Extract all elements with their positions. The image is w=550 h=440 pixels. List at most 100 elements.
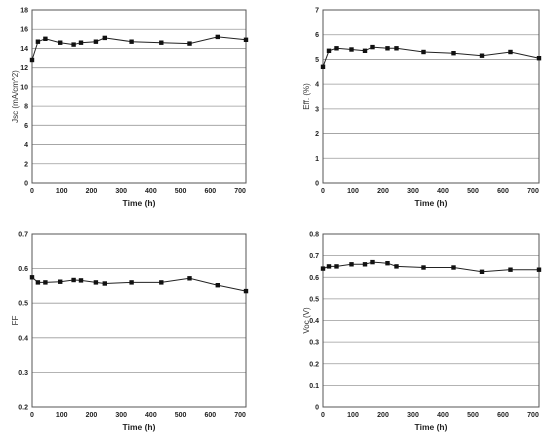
chart-eff-y-tick-label: 4 (315, 82, 319, 89)
chart-voc-data-point (370, 259, 375, 265)
chart-jsc-x-tick-label: 600 (204, 188, 216, 195)
chart-ff-data-point (43, 280, 48, 285)
chart-voc-data-point (326, 264, 332, 269)
chart-ff-x-axis-title: Time (h) (123, 422, 156, 432)
chart-eff-data-point (349, 47, 354, 52)
chart-ff-y-axis-title: FF (11, 316, 20, 326)
chart-eff-data-point (479, 53, 485, 58)
chart-voc-x-tick-label: 100 (347, 412, 359, 419)
chart-ff-data-point (71, 277, 76, 283)
chart-jsc-y-tick-label: 8 (24, 104, 28, 111)
chart-jsc-y-tick-label: 10 (20, 84, 28, 91)
chart-voc-data-point (508, 267, 513, 272)
chart-ff-data-point (187, 276, 192, 281)
chart-ff-y-tick-label: 0.4 (18, 335, 28, 342)
chart-voc-data-point (394, 264, 399, 269)
chart-jsc-x-axis-title: Time (h) (123, 198, 156, 208)
chart-jsc-data-point (29, 57, 35, 63)
chart-voc-data-point (320, 266, 326, 271)
chart-ff-data-point (29, 275, 35, 280)
chart-jsc-y-tick-label: 6 (24, 123, 28, 130)
chart-ff-data-point (215, 283, 220, 288)
chart-eff-x-tick-label: 700 (527, 188, 539, 195)
chart-eff-data-point (394, 46, 399, 51)
chart-jsc-x-tick-label: 100 (56, 188, 68, 195)
chart-jsc-y-tick-label: 4 (24, 142, 28, 149)
chart-voc-y-tick-label: 0.7 (309, 253, 319, 260)
chart-ff-x-tick-label: 500 (175, 412, 187, 419)
chart-jsc-data-point (187, 41, 192, 46)
chart-voc-x-tick-label: 700 (527, 412, 539, 419)
chart-eff-x-tick-label: 500 (467, 188, 479, 195)
chart-jsc-x-tick-label: 300 (115, 188, 127, 195)
chart-eff-data-point (334, 46, 339, 51)
chart-eff-data-point (370, 44, 375, 50)
chart-voc-x-tick-label: 400 (437, 412, 449, 419)
chart-ff-y-tick-label: 0.5 (18, 301, 28, 308)
chart-voc-x-tick-label: 300 (407, 412, 419, 419)
chart-ff-data-point (58, 279, 63, 284)
chart-eff-data-point (362, 48, 368, 53)
chart-jsc-x-tick-label: 700 (234, 188, 246, 195)
chart-jsc-y-tick-label: 2 (24, 161, 28, 168)
chart-jsc-x-tick-label: 200 (86, 188, 98, 195)
chart-eff-y-tick-label: 5 (315, 57, 319, 64)
chart-eff-y-tick-label: 0 (315, 181, 319, 188)
chart-eff-data-point (536, 56, 542, 61)
chart-ff-x-tick-label: 100 (56, 412, 68, 419)
chart-voc-y-tick-label: 0.2 (309, 361, 319, 368)
chart-voc-x-tick-label: 0 (321, 412, 325, 419)
chart-jsc-y-axis-title: Jsc (mA/cm^2) (11, 70, 20, 123)
chart-voc-y-tick-label: 0.1 (309, 383, 319, 390)
chart-voc-plot-frame (322, 233, 540, 408)
chart-voc-x-tick-label: 200 (377, 412, 389, 419)
chart-jsc-y-tick-label: 18 (20, 8, 28, 15)
chart-ff-x-tick-label: 200 (86, 412, 98, 419)
chart-eff-series-line (322, 46, 540, 67)
chart-eff-data-point (385, 46, 390, 51)
chart-voc-x-tick-label: 600 (497, 412, 509, 419)
chart-voc-data-point (362, 262, 368, 267)
chart-eff-y-tick-label: 6 (315, 32, 319, 39)
chart-voc-y-tick-label: 0.4 (309, 318, 319, 325)
chart-jsc-data-point (215, 34, 220, 40)
chart-ff-data-point (243, 288, 249, 294)
chart-ff-y-tick-label: 0.6 (18, 266, 28, 273)
chart-ff-series-line (31, 276, 247, 292)
chart-jsc-y-tick-label: 12 (20, 65, 28, 72)
chart-voc-data-point (479, 269, 485, 274)
chart-eff-y-axis-title: Eff. (%) (302, 83, 311, 110)
chart-jsc-x-tick-label: 500 (175, 188, 187, 195)
chart-ff-data-point (93, 280, 99, 285)
chart-voc-y-axis-title: Voc (V) (302, 307, 311, 334)
chart-ff: 0.2 0.3 0.4 0.5 0.6 0.7 0 100 200 300 400 500 600 700… (11, 232, 249, 432)
chart-jsc: 0 2 4 6 8 10 12 14 16 18 0 100 200 300 400 500 600 700 Tim… (11, 8, 249, 208)
chart-jsc-data-point (71, 42, 76, 47)
chart-ff-plot-frame (31, 233, 247, 408)
chart-eff-x-tick-label: 400 (437, 188, 449, 195)
chart-voc-data-point (334, 264, 339, 269)
chart-jsc-data-point (93, 39, 99, 44)
chart-eff-x-tick-label: 0 (321, 188, 325, 195)
chart-voc: 0 0.1 0.2 0.3 0.4 0.5 0.6 0.7 0.8 0 100 200 300 400 50… (302, 232, 542, 432)
chart-jsc-x-tick-label: 400 (145, 188, 157, 195)
chart-ff-x-tick-label: 300 (115, 412, 127, 419)
chart-eff-data-point (320, 64, 326, 69)
chart-eff-x-tick-label: 600 (497, 188, 509, 195)
chart-voc-data-point (385, 261, 390, 266)
chart-eff-y-tick-label: 2 (315, 131, 319, 138)
chart-eff-y-tick-label: 1 (315, 156, 319, 163)
chart-jsc-y-tick-label: 16 (20, 27, 28, 34)
chart-eff: 0 1 2 3 4 5 6 7 0 100 200 300 400 500 600 700 Time (h) Ef… (302, 8, 542, 208)
chart-voc-data-point (421, 265, 426, 270)
chart-jsc-data-point (58, 40, 63, 45)
chart-voc-y-tick-label: 0.6 (309, 275, 319, 282)
chart-ff-x-tick-label: 0 (30, 412, 34, 419)
chart-jsc-data-point (102, 35, 107, 41)
chart-ff-data-point (78, 278, 84, 283)
chart-ff-x-tick-label: 700 (234, 412, 246, 419)
chart-eff-x-tick-label: 300 (407, 188, 419, 195)
chart-jsc-data-point (78, 40, 84, 45)
chart-voc-data-point (349, 262, 354, 267)
